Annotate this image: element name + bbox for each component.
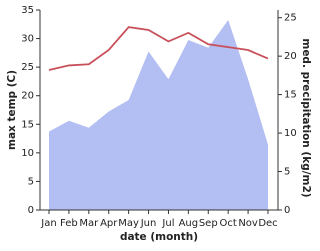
y2-axis-label: med. precipitation (kg/m2) (300, 38, 312, 197)
y2-tick-label: 20 (284, 51, 297, 62)
y-tick-label: 10 (21, 148, 34, 159)
y2-tick-label: 15 (284, 90, 297, 101)
y-tick-label: 30 (21, 34, 34, 45)
x-tick-label: Aug (179, 218, 199, 229)
y-tick-label: 15 (21, 119, 34, 130)
y-tick-label: 35 (21, 5, 34, 16)
y2-tick-label: 25 (284, 13, 297, 24)
y2-tick-label: 10 (284, 128, 297, 139)
x-tick-label: Mar (79, 218, 99, 229)
x-tick-label: Feb (60, 218, 78, 229)
x-tick-label: Oct (220, 218, 237, 229)
y-tick-label: 20 (21, 91, 34, 102)
x-axis-label: date (month) (120, 231, 198, 243)
x-tick-label: Jan (40, 218, 56, 229)
x-tick-label: May (118, 218, 139, 229)
y-tick-label: 25 (21, 62, 34, 73)
chart: date (month) max temp (C) med. precipita… (6, 5, 312, 243)
x-tick-label: Jun (140, 218, 157, 229)
precipitation-area (49, 20, 268, 210)
y2-tick-label: 5 (284, 167, 290, 178)
x-tick-label: Jul (161, 218, 174, 229)
x-tick-label: Dec (258, 218, 277, 229)
temperature-line (48, 26, 269, 71)
y-axis-label: max temp (C) (6, 70, 18, 150)
x-tick-label: Sep (199, 218, 218, 229)
x-tick-label: Nov (238, 218, 258, 229)
y-tick-label: 5 (28, 176, 34, 187)
y-tick-label: 0 (28, 205, 34, 216)
y2-tick-label: 0 (284, 205, 290, 216)
x-tick-label: Apr (100, 218, 118, 229)
